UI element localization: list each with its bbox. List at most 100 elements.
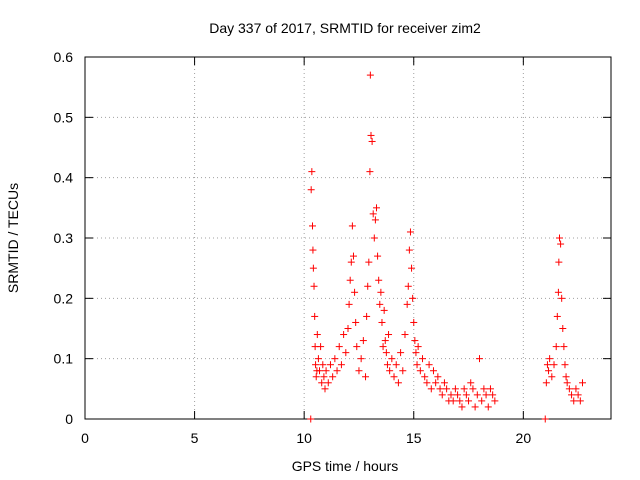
data-point <box>348 222 356 230</box>
data-point <box>425 361 433 369</box>
data-point <box>374 252 382 260</box>
data-point <box>392 361 400 369</box>
data-point <box>333 367 341 375</box>
data-point <box>560 343 568 351</box>
data-point <box>390 373 398 381</box>
data-point <box>399 367 407 375</box>
data-point <box>369 210 377 218</box>
data-point <box>438 391 446 399</box>
data-point <box>344 325 352 332</box>
data-point <box>458 403 466 411</box>
data-point <box>543 361 551 369</box>
data-point <box>352 318 360 326</box>
data-point <box>397 349 405 357</box>
data-point <box>309 264 317 272</box>
data-point <box>331 355 339 363</box>
data-point <box>357 355 365 363</box>
data-point <box>349 252 357 260</box>
data-point <box>326 361 334 369</box>
data-point <box>419 355 427 363</box>
data-point <box>421 373 429 381</box>
data-point <box>454 391 462 399</box>
data-point <box>478 397 486 405</box>
data-point <box>555 234 563 242</box>
data-point <box>318 379 326 387</box>
data-point <box>476 355 483 363</box>
data-point <box>377 288 385 296</box>
data-point <box>541 415 549 423</box>
data-point <box>335 343 343 351</box>
data-point <box>403 300 411 308</box>
x-tick-label: 15 <box>406 430 422 446</box>
ticks-layer: 0 0.1 0.2 0.3 0.4 0.5 0.6 0 5 10 15 20 <box>54 49 611 446</box>
data-point <box>329 373 337 381</box>
data-point <box>405 246 413 254</box>
data-point <box>378 318 386 326</box>
data-point <box>309 246 317 254</box>
data-point <box>370 234 378 242</box>
data-point <box>322 367 330 375</box>
data-point <box>371 216 379 224</box>
data-point <box>570 397 578 405</box>
data-point <box>467 379 475 387</box>
data-point <box>572 385 580 393</box>
data-point <box>561 361 569 369</box>
data-point <box>308 222 316 230</box>
y-tick-label: 0.2 <box>54 290 74 306</box>
data-point <box>465 397 473 405</box>
data-point <box>347 258 355 266</box>
data-point <box>471 403 479 411</box>
data-point <box>381 337 389 345</box>
data-point <box>310 282 318 290</box>
data-point <box>491 397 499 405</box>
data-point <box>563 379 571 387</box>
x-tick-label: 5 <box>191 430 199 446</box>
data-point <box>559 325 567 332</box>
data-point <box>351 288 359 296</box>
data-point <box>416 367 424 375</box>
data-point <box>558 294 566 302</box>
data-point <box>312 361 320 369</box>
x-tick-label: 0 <box>81 430 89 446</box>
y-tick-label: 0.4 <box>54 170 74 186</box>
grid-layer <box>85 57 611 419</box>
data-point <box>346 276 354 284</box>
data-point <box>579 379 587 387</box>
data-point <box>355 367 363 375</box>
data-point <box>553 312 561 320</box>
data-point <box>555 258 563 266</box>
data-point <box>307 415 315 423</box>
data-point <box>574 391 582 399</box>
data-point <box>432 379 440 387</box>
data-point <box>545 367 553 375</box>
data-point <box>307 186 315 194</box>
x-tick-label: 10 <box>296 430 312 446</box>
data-point <box>368 137 376 145</box>
data-point <box>554 288 562 296</box>
data-point <box>394 379 402 387</box>
data-point <box>434 373 442 381</box>
data-point <box>345 300 353 308</box>
data-point <box>562 373 570 381</box>
data-point <box>542 379 550 387</box>
data-point <box>489 391 497 399</box>
data-point <box>429 367 437 375</box>
data-point <box>576 397 584 405</box>
data-point <box>482 391 490 399</box>
data-point <box>376 300 384 308</box>
data-point <box>469 385 477 393</box>
x-tick-label: 20 <box>516 430 532 446</box>
y-tick-label: 0 <box>65 411 73 427</box>
data-point <box>324 379 332 387</box>
data-point <box>340 331 348 339</box>
data-point <box>414 343 422 351</box>
data-point <box>353 343 361 351</box>
data-point <box>484 403 492 411</box>
data-point <box>386 367 394 375</box>
data-point <box>365 258 373 266</box>
data-point <box>411 337 419 345</box>
data-point <box>557 240 565 248</box>
data-point <box>550 361 558 369</box>
y-tick-label: 0.1 <box>54 351 74 367</box>
